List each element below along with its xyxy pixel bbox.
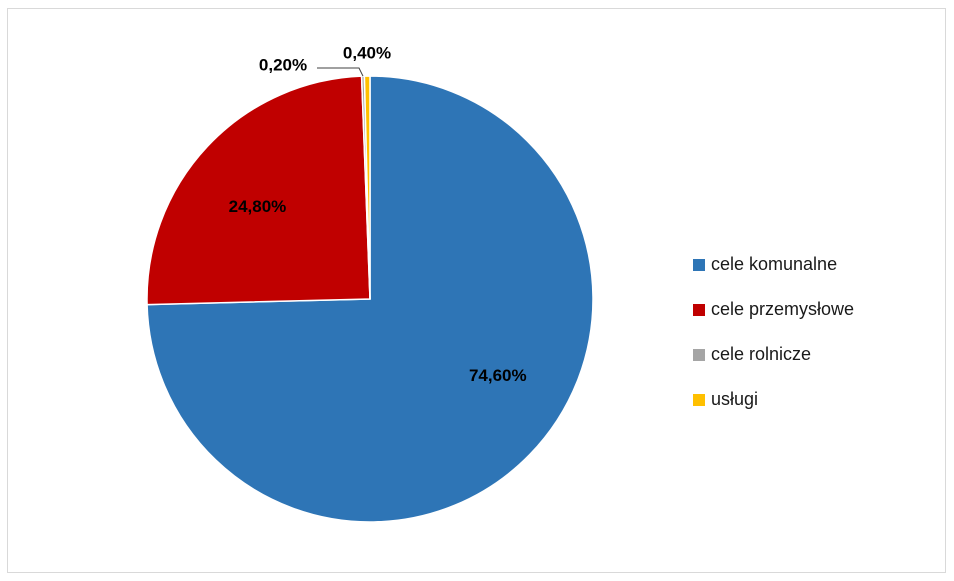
legend-item-cele-rolnicze: cele rolnicze [693, 344, 811, 364]
legend-label-cele-przemyslowe: cele przemysłowe [711, 299, 854, 319]
data-label-cele-komunalne: 74,60% [469, 366, 527, 385]
legend: cele komunalne cele przemysłowe cele rolni… [693, 254, 854, 409]
legend-label-cele-komunalne: cele komunalne [711, 254, 837, 274]
data-label-cele-przemyslowe: 24,80% [229, 197, 287, 216]
legend-swatch-cele-rolnicze [693, 349, 705, 361]
legend-swatch-uslugi [693, 394, 705, 406]
leader-line-cele-rolnicze [317, 68, 363, 76]
legend-item-uslugi: usługi [693, 389, 758, 409]
pie-slice-cele-przemyslowe [147, 76, 370, 304]
data-label-uslugi: 0,40% [343, 43, 391, 62]
pie-slices [147, 76, 593, 522]
legend-label-cele-rolnicze: cele rolnicze [711, 344, 811, 364]
data-label-cele-rolnicze: 0,20% [259, 55, 307, 74]
legend-label-uslugi: usługi [711, 389, 758, 409]
legend-swatch-cele-przemyslowe [693, 304, 705, 316]
legend-item-cele-komunalne: cele komunalne [693, 254, 837, 274]
legend-item-cele-przemyslowe: cele przemysłowe [693, 299, 854, 319]
legend-swatch-cele-komunalne [693, 259, 705, 271]
leader-lines [317, 68, 363, 76]
